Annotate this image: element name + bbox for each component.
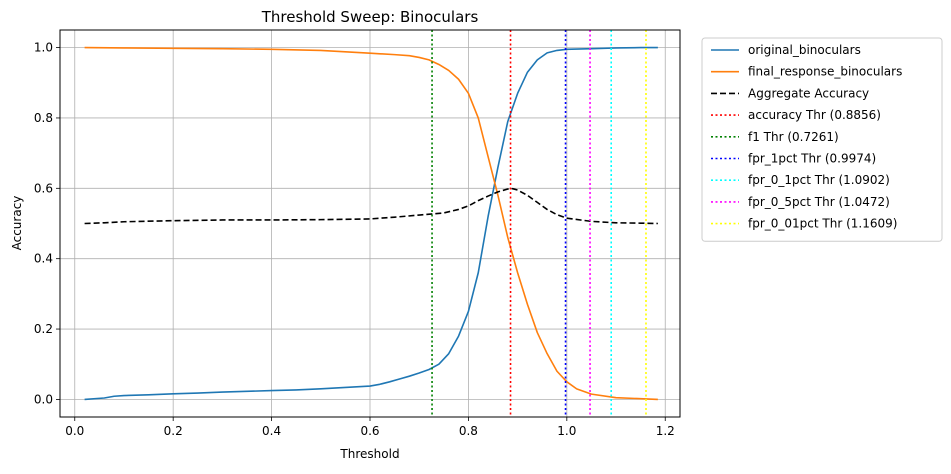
legend-label-3: accuracy Thr (0.8856) — [748, 108, 881, 122]
y-tick-label-2: 0.4 — [34, 252, 53, 266]
x-tick-label-5: 1.0 — [557, 424, 576, 438]
y-tick-label-1: 0.2 — [34, 322, 53, 336]
y-tick-label-0: 0.0 — [34, 392, 53, 406]
y-tick-label-3: 0.6 — [34, 181, 53, 195]
legend-label-5: fpr_1pct Thr (0.9974) — [748, 152, 876, 166]
x-tick-label-4: 0.8 — [459, 424, 478, 438]
legend-label-1: final_response_binoculars — [748, 65, 902, 79]
y-tick-label-4: 0.8 — [34, 111, 53, 125]
x-tick-label-6: 1.2 — [656, 424, 675, 438]
legend-label-2: Aggregate Accuracy — [748, 86, 869, 100]
x-tick-label-2: 0.4 — [262, 424, 281, 438]
x-tick-label-0: 0.0 — [65, 424, 84, 438]
x-axis-label: Threshold — [339, 447, 399, 461]
legend-label-8: fpr_0_01pct Thr (1.1609) — [748, 217, 897, 231]
legend-box — [701, 37, 943, 242]
legend-label-0: original_binoculars — [748, 43, 861, 57]
series-line-2 — [84, 187, 658, 225]
x-tick-label-1: 0.2 — [164, 424, 183, 438]
y-tick-label-5: 1.0 — [34, 41, 53, 55]
series-line-1 — [84, 46, 658, 401]
x-tick-label-3: 0.6 — [360, 424, 379, 438]
legend-label-4: f1 Thr (0.7261) — [748, 130, 839, 144]
y-axis-label: Accuracy — [10, 196, 24, 251]
chart-title: Threshold Sweep: Binoculars — [261, 8, 479, 26]
series-line-0 — [84, 46, 658, 401]
legend-label-7: fpr_0_5pct Thr (1.0472) — [748, 195, 890, 209]
legend-label-6: fpr_0_1pct Thr (1.0902) — [748, 173, 890, 187]
